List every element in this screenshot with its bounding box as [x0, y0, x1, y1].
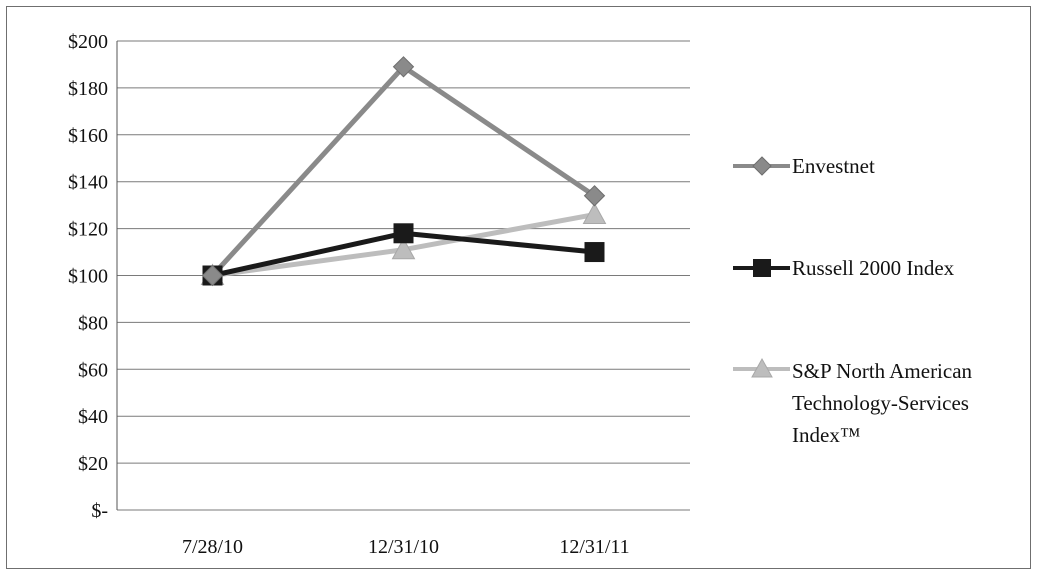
data-point-diamond [583, 185, 606, 207]
y-tick-label: $20 [78, 453, 108, 475]
gridlines [117, 40, 690, 511]
legend-marker-square [753, 259, 771, 277]
y-tick-label: $160 [68, 125, 108, 147]
y-tick-label: $40 [78, 406, 108, 428]
y-tick-labels: $- $20 $40 $60 $80 $100 $120 $140 $160 $180 $200 [68, 31, 108, 522]
series-markers [200, 56, 607, 287]
y-tick-label: $80 [78, 312, 108, 334]
legend-marker-triangle [751, 357, 773, 378]
legend-label-envestnet: Envestnet [792, 154, 875, 178]
y-tick-label: $60 [78, 359, 108, 381]
legend-label-sp-line2: Technology-Services [792, 391, 969, 415]
data-point-square [393, 223, 414, 244]
data-point-diamond [201, 264, 224, 287]
chart-frame [6, 6, 1031, 569]
y-tick-label: $200 [68, 31, 108, 53]
data-point-triangle [391, 237, 416, 260]
y-tick-label: $180 [68, 78, 108, 100]
x-tick-label: 12/31/10 [368, 536, 439, 558]
legend-label-sp-line3: Index™ [792, 423, 860, 447]
x-tick-label: 12/31/11 [559, 536, 629, 558]
data-point-square [584, 242, 605, 263]
y-tick-label: $- [91, 500, 108, 522]
legend-label-russell: Russell 2000 Index [792, 256, 955, 280]
legend-marker-diamond [752, 156, 772, 176]
x-tick-labels: 7/28/10 12/31/10 12/31/11 [182, 536, 630, 558]
data-point-diamond [392, 56, 415, 78]
y-tick-label: $120 [68, 219, 108, 241]
y-tick-label: $140 [68, 172, 108, 194]
legend-item-sp: S&P North American Technology-Services I… [733, 357, 973, 447]
legend-item-russell: Russell 2000 Index [733, 256, 955, 280]
legend-item-envestnet: Envestnet [733, 154, 875, 178]
y-tick-label: $100 [68, 266, 108, 288]
legend-label-sp-line1: S&P North American [792, 359, 973, 383]
legend: Envestnet Russell 2000 Index S&P North A… [733, 154, 973, 447]
x-tick-label: 7/28/10 [182, 536, 243, 558]
data-point-triangle [582, 202, 607, 225]
